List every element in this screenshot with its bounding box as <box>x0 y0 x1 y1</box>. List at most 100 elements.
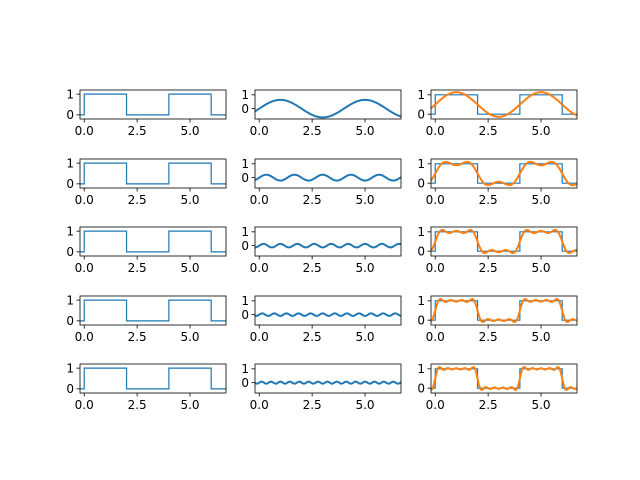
x-tick-label: 0.0 <box>250 261 269 275</box>
y-tick-label: 1 <box>241 157 249 171</box>
partial-sum-9-line <box>431 366 577 391</box>
axes-frame <box>430 295 578 326</box>
x-tick-label: 5.0 <box>531 261 550 275</box>
x-tick-label: 5.0 <box>531 193 550 207</box>
axes-frame <box>430 158 578 189</box>
x-tick-label: 5.0 <box>355 330 374 344</box>
x-tick-label: 5.0 <box>355 398 374 412</box>
plot-area <box>255 312 401 317</box>
x-tick-label: 0.0 <box>426 124 445 138</box>
square-wave-line <box>80 162 226 185</box>
x-tick-label: 5.0 <box>180 124 199 138</box>
x-tick-label: 0.0 <box>250 124 269 138</box>
partial-sum-3-line <box>431 160 577 187</box>
x-tick-label: 2.5 <box>303 398 322 412</box>
x-tick-label: 2.5 <box>128 398 147 412</box>
x-tick-label: 2.5 <box>479 330 498 344</box>
y-tick-label: 0 <box>241 171 249 185</box>
x-tick-label: 0.0 <box>75 124 94 138</box>
axes-frame <box>79 226 227 257</box>
axes-frame <box>254 89 402 120</box>
x-tick-label: 0.0 <box>75 193 94 207</box>
x-tick-label: 2.5 <box>479 124 498 138</box>
x-tick-label: 5.0 <box>180 398 199 412</box>
x-tick-label: 0.0 <box>75 398 94 412</box>
partial-sum-7-line <box>431 298 577 323</box>
plot-area <box>255 173 401 182</box>
plot-area <box>80 93 226 116</box>
y-tick-label: 1 <box>66 87 74 101</box>
plot-area <box>431 91 577 118</box>
subplot-r3-c2: 0.0 2.5 5.0 01 <box>241 225 402 275</box>
x-tick-label: 0.0 <box>426 193 445 207</box>
axes-frame <box>254 363 402 394</box>
x-tick-label: 2.5 <box>479 193 498 207</box>
x-tick-label: 0.0 <box>75 261 94 275</box>
x-tick-label: 0.0 <box>426 398 445 412</box>
x-tick-label: 2.5 <box>479 261 498 275</box>
y-tick-label: 0 <box>241 102 249 116</box>
axes-frame <box>430 89 578 120</box>
plot-area <box>80 367 226 390</box>
y-tick-label: 1 <box>417 362 425 376</box>
subplot-r2-c2: 0.0 2.5 5.0 01 <box>241 157 402 207</box>
axes-frame <box>79 158 227 189</box>
partial-sum-5-line <box>431 229 577 254</box>
x-tick-label: 0.0 <box>426 330 445 344</box>
y-tick-label: 1 <box>66 224 74 238</box>
x-tick-label: 2.5 <box>303 193 322 207</box>
subplot-r5-c3: 0.0 2.5 5.0 0 1 <box>417 362 578 412</box>
plot-area <box>80 299 226 322</box>
plot-area <box>80 162 226 185</box>
y-tick-label: 0 <box>241 376 249 390</box>
x-tick-label: 2.5 <box>128 124 147 138</box>
y-tick-label: 1 <box>66 156 74 170</box>
x-tick-label: 5.0 <box>355 193 374 207</box>
y-tick-label: 0 <box>417 176 425 190</box>
y-tick-label: 0 <box>417 313 425 327</box>
x-tick-label: 2.5 <box>303 330 322 344</box>
y-tick-label: 1 <box>417 294 425 308</box>
axes-frame <box>254 295 402 326</box>
axes-frame <box>79 89 227 120</box>
square-wave-line <box>80 367 226 390</box>
y-tick-label: 0 <box>417 244 425 258</box>
axes-frame <box>254 226 402 257</box>
y-tick-label: 1 <box>417 157 425 171</box>
harmonic-5-line <box>255 242 401 249</box>
x-tick-label: 0.0 <box>426 261 445 275</box>
subplot-r3-c1: 0.0 2.5 5.0 0 1 <box>66 224 227 275</box>
square-wave-line <box>80 93 226 116</box>
subplot-r5-c2: 0.0 2.5 5.0 01 <box>241 362 402 412</box>
subplot-r5-c1: 0.0 2.5 5.0 0 1 <box>66 361 227 412</box>
x-tick-label: 0.0 <box>250 330 269 344</box>
y-tick-label: 0 <box>66 314 74 328</box>
plot-area <box>255 98 401 119</box>
subplot-r4-c2: 0.0 2.5 5.0 01 <box>241 294 402 344</box>
y-tick-label: 0 <box>66 108 74 122</box>
x-tick-label: 5.0 <box>531 398 550 412</box>
axes-frame <box>79 295 227 326</box>
y-tick-label: 0 <box>66 382 74 396</box>
y-tick-label: 1 <box>241 294 249 308</box>
axes-frame <box>79 363 227 394</box>
plot-area <box>431 298 577 323</box>
x-tick-label: 2.5 <box>128 330 147 344</box>
y-tick-label: 1 <box>241 362 249 376</box>
y-tick-label: 1 <box>66 293 74 307</box>
harmonic-9-line <box>255 380 401 385</box>
x-tick-label: 5.0 <box>531 330 550 344</box>
plot-area <box>255 242 401 249</box>
x-tick-label: 0.0 <box>75 330 94 344</box>
square-wave-line <box>431 94 577 115</box>
x-tick-label: 5.0 <box>180 261 199 275</box>
plot-area <box>431 160 577 187</box>
x-tick-label: 2.5 <box>128 261 147 275</box>
axes-frame <box>430 226 578 257</box>
subplot-r3-c3: 0.0 2.5 5.0 0 1 <box>417 225 578 275</box>
x-tick-label: 2.5 <box>303 261 322 275</box>
axes-frame <box>430 363 578 394</box>
